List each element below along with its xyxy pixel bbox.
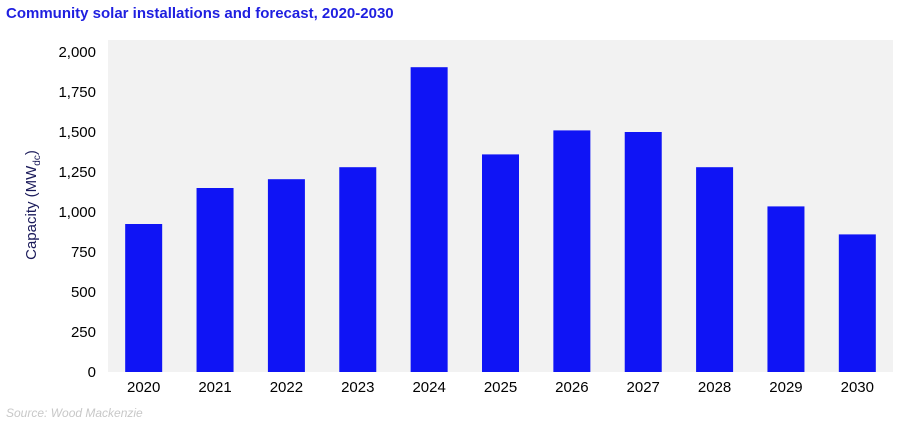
bar-2023	[339, 167, 377, 372]
chart-title: Community solar installations and foreca…	[6, 5, 394, 22]
y-axis-ticks: 0 250 500 750 1,000 1,250 1,500 1,750 2,000	[58, 44, 96, 381]
x-tick-label: 2024	[412, 379, 445, 396]
y-tick-label: 1,500	[58, 124, 96, 141]
y-tick-label: 1,000	[58, 204, 96, 221]
bar-2024	[410, 67, 448, 372]
y-axis-label-subscript: dc	[32, 155, 43, 166]
bar-2030	[838, 234, 876, 372]
y-tick-label: 0	[88, 364, 96, 381]
bar-2026	[553, 130, 591, 372]
bar-2020	[125, 224, 163, 372]
bar-2029	[767, 206, 805, 372]
x-axis-ticks: 2020 2021 2022 2023 2024 2025 2026 2027 2028 2029…	[127, 379, 874, 396]
y-tick-label: 1,250	[58, 164, 96, 181]
bar-2021	[196, 188, 234, 372]
y-tick-label: 1,750	[58, 84, 96, 101]
y-tick-label: 500	[71, 284, 96, 301]
bar-2025	[482, 154, 519, 372]
y-tick-label: 2,000	[58, 44, 96, 61]
x-tick-label: 2028	[698, 379, 731, 396]
y-tick-label: 250	[71, 324, 96, 341]
x-tick-label: 2025	[484, 379, 517, 396]
bar-2022	[267, 179, 305, 372]
x-tick-label: 2022	[270, 379, 303, 396]
source-note: Source: Wood Mackenzie	[6, 406, 143, 420]
y-axis-label-suffix: )	[23, 150, 40, 155]
x-tick-label: 2030	[841, 379, 874, 396]
x-tick-label: 2027	[627, 379, 660, 396]
y-axis-label-main: Capacity (MW	[23, 165, 40, 260]
x-tick-label: 2021	[198, 379, 231, 396]
x-tick-label: 2026	[555, 379, 588, 396]
bar-2027	[624, 132, 662, 372]
x-tick-label: 2023	[341, 379, 374, 396]
x-tick-label: 2029	[769, 379, 802, 396]
y-axis-label: Capacity (MWdc)	[23, 150, 43, 260]
bar-2028	[696, 167, 734, 372]
x-tick-label: 2020	[127, 379, 160, 396]
bars	[125, 67, 876, 372]
y-tick-label: 750	[71, 244, 96, 261]
